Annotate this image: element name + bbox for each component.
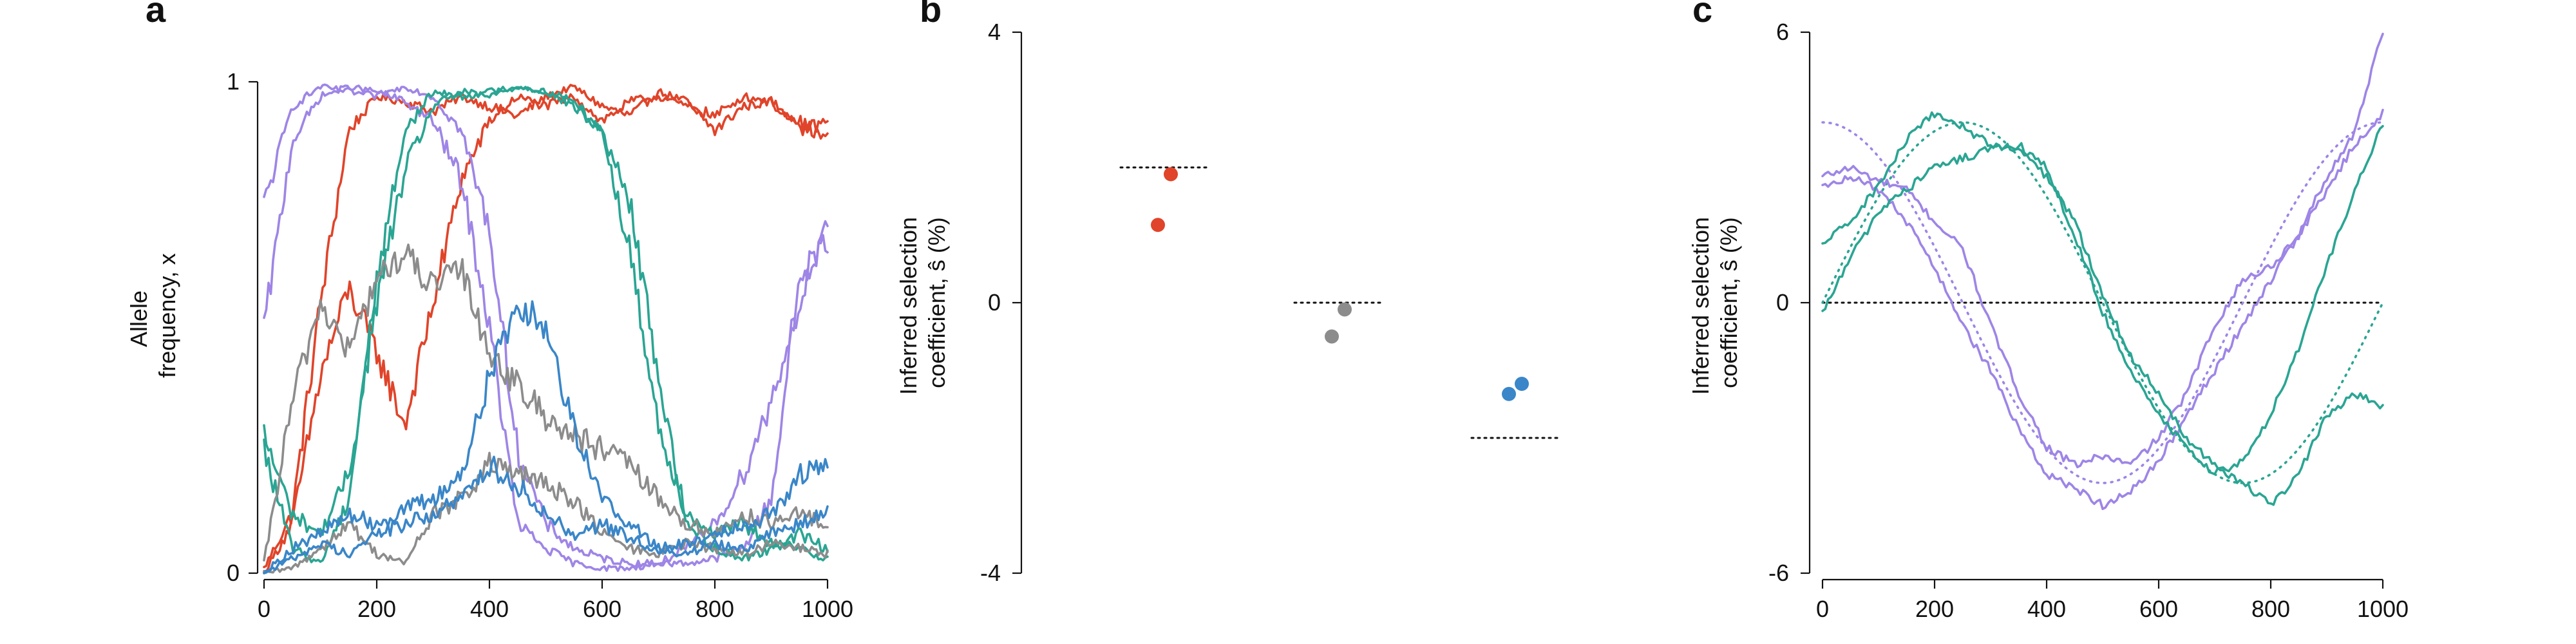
panel-c-inferred-line [1821,125,2384,476]
panel-a-x-tick-label: 200 [357,596,396,622]
panel-b-inferred-point [1164,167,1178,182]
panel-a-trajectory-line [263,84,829,573]
panel-c-x-tick-label: 200 [1915,596,1954,622]
panel-b-inferred-point [1515,377,1529,391]
panel-a-y-tick-label: 1 [227,68,240,95]
panel-b-chart: -4 0 4 Inferred selection coefficient, ŝ (… [895,19,1563,586]
panel-a-y-tick-label: 0 [227,560,240,586]
panel-a-y-title-line2: frequency, x [154,253,180,377]
panel-c-true-coefficient-curve [1821,121,2384,484]
panel-a-y-title-line1: Allele [126,290,152,347]
panel-c-y-title-line2: coefficient, ŝ (%) [1716,217,1742,388]
panel-c-y-tick-label: 6 [1776,19,1789,45]
panel-b-inferred-point [1151,218,1165,232]
panel-c-x-tick-label: 0 [1816,596,1829,622]
panel-c-y-tick-label: -6 [1768,560,1789,586]
panel-a-trajectory-line [263,300,829,574]
panel-b-y-tick-label: 0 [988,289,1001,316]
panel-b-y-title-line1: Inferred selection [895,217,922,395]
panel-b-y-tick-label: -4 [980,560,1001,586]
panel-c-y-title-line1: Inferred selection [1687,217,1714,395]
panel-a-letter: a [146,0,166,30]
panel-b-inferred-point [1325,329,1339,344]
panel-c-x-tick-label: 600 [2139,596,2178,622]
panel-c-chart: 0 200 400 600 800 1000 -6 0 6 Inferred selection… [1687,19,2409,622]
panel-a-trajectory-line [263,83,829,568]
panel-a-trajectory-line [263,451,829,574]
panel-c-x-tick-label: 400 [2027,596,2066,622]
panel-b-inferred-point [1502,386,1516,401]
panel-a-chart: 0 200 400 600 800 1000 0 1 Allele frequency, x [126,68,853,622]
panel-a-x-tick-label: 0 [258,596,270,622]
panel-a-x-tick-label: 800 [696,596,734,622]
panel-c-inferred-line [1821,111,2384,506]
panel-a-x-tick-label: 1000 [802,596,853,622]
panel-c-x-tick-label: 800 [2251,596,2290,622]
panel-c-letter: c [1692,0,1712,30]
panel-a-x-tick-label: 600 [583,596,621,622]
panel-a-y-title: Allele frequency, x [126,253,180,377]
panel-c-y-tick-label: 0 [1776,289,1789,316]
panel-a-x-tick-label: 400 [470,596,509,622]
panel-a-trajectory-line [263,243,829,562]
panel-c-y-title: Inferred selection coefficient, ŝ (%) [1687,211,1742,395]
panel-b-y-title: Inferred selection coefficient, ŝ (%) [895,211,950,395]
panel-c-inferred-line [1821,32,2384,511]
panel-a-trajectory-line [263,92,829,574]
panel-a-trajectory-line [263,455,829,574]
panel-c-inferred-line [1821,108,2384,469]
panel-b-y-tick-label: 4 [988,19,1001,45]
panel-b-inferred-point [1338,302,1352,317]
panel-b-y-title-line2: coefficient, ŝ (%) [923,217,950,388]
panel-c-x-tick-label: 1000 [2357,596,2409,622]
panel-b-letter: b [920,0,942,30]
